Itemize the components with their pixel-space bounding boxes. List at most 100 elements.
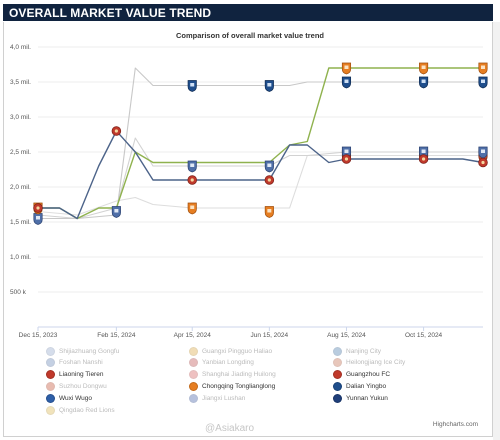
legend-item[interactable]: Wuxi Wugo <box>46 392 92 404</box>
legend-label: Heilongjiang Ice City <box>346 359 406 367</box>
legend-item[interactable]: Dalian Yingbo <box>333 380 386 392</box>
y-tick-label: 3,5 mil. <box>10 79 31 86</box>
y-tick-label: 4,0 mil. <box>10 44 31 51</box>
club-badge-marker[interactable] <box>187 80 197 92</box>
club-badge-marker[interactable] <box>111 126 122 136</box>
club-badge-marker[interactable] <box>419 76 429 89</box>
legend-label: Guangzhou FC <box>346 371 391 379</box>
legend-label: Foshan Nanshi <box>59 359 103 367</box>
header: OVERALL MARKET VALUE TREND <box>0 0 500 22</box>
watermark: @Asiakaro <box>205 423 255 434</box>
legend-item[interactable]: Guangzhou FC <box>333 369 390 381</box>
club-crest-icon <box>333 393 342 403</box>
chart-title: Comparison of overall market value trend <box>176 31 324 40</box>
club-crest-icon <box>46 393 55 403</box>
club-badge-marker[interactable] <box>264 80 274 92</box>
club-badge-marker[interactable] <box>33 203 43 213</box>
club-badge-marker[interactable] <box>341 154 352 164</box>
y-tick-label: 1,0 mil. <box>10 254 31 261</box>
y-tick-label: 1,5 mil. <box>10 219 31 226</box>
club-badge-marker[interactable] <box>341 62 352 75</box>
legend-item[interactable]: Chongqing Tonglianglong <box>189 380 275 392</box>
club-badge-marker[interactable] <box>478 62 488 75</box>
club-crest-icon <box>189 370 198 380</box>
club-badge-marker[interactable] <box>419 62 429 75</box>
club-crest-icon <box>46 405 55 415</box>
y-tick-label: 3,0 mil. <box>10 114 31 121</box>
legend-item[interactable]: Nanjing City <box>333 345 381 357</box>
club-badge-marker[interactable] <box>187 202 197 215</box>
club-crest-icon <box>46 346 55 356</box>
legend-label: Nanjing City <box>346 347 382 355</box>
legend-item[interactable]: Liaoning Tieren <box>46 369 103 381</box>
grid-lines <box>38 46 483 328</box>
highcharts-credit[interactable]: Highcharts.com <box>432 421 478 428</box>
legend-item[interactable]: Yunnan Yukun <box>333 392 388 404</box>
club-badge-marker[interactable] <box>264 160 274 173</box>
legend-label: Dalian Yingbo <box>346 382 387 390</box>
series-line[interactable] <box>38 130 484 220</box>
club-badge-marker[interactable] <box>478 76 488 89</box>
club-badge-marker[interactable] <box>418 154 429 164</box>
series-line[interactable] <box>38 67 483 220</box>
x-tick-label: Apr 15, 2024 <box>174 332 212 339</box>
club-crest-icon <box>189 393 198 403</box>
legend-item[interactable]: Foshan Nanshi <box>46 357 103 369</box>
x-tick-label: Dec 15, 2023 <box>19 332 58 339</box>
club-badge-marker[interactable] <box>478 157 488 168</box>
club-crest-icon <box>46 358 55 368</box>
club-crest-icon <box>333 358 342 368</box>
club-crest-icon <box>46 381 55 391</box>
chart-panel <box>3 22 493 437</box>
club-crest-icon <box>333 370 342 380</box>
legend-item[interactable]: Guangxi Pingguo Haliao <box>189 345 272 357</box>
club-crest-icon <box>189 346 198 356</box>
scrollbar[interactable] <box>493 22 500 440</box>
legend-label: Yanbian Longding <box>202 359 254 367</box>
y-axis-labels: 500 k 1,0 mil. 1,5 mil. 2,0 mil. 2,5 mil. 3,0… <box>10 44 31 296</box>
y-tick-label: 2,0 mil. <box>10 184 31 191</box>
legend-item[interactable]: Yanbian Longding <box>189 357 254 369</box>
series-lines <box>37 67 484 220</box>
x-axis-labels: Dec 15, 2023 Feb 15, 2024 Apr 15, 2024 Jun … <box>19 327 443 339</box>
legend-item[interactable]: Shijiazhuang Gongfu <box>46 345 119 357</box>
legend-item[interactable]: Heilongjiang Ice City <box>333 357 405 369</box>
legend-label: Liaoning Tieren <box>59 371 104 379</box>
legend-item[interactable]: Qingdao Red Lions <box>46 404 115 416</box>
series-line[interactable] <box>37 137 483 220</box>
club-crest-icon <box>189 381 198 391</box>
legend-label: Guangxi Pingguo Haliao <box>202 347 273 355</box>
legend-label: Yunnan Yukun <box>346 394 388 402</box>
club-badge-marker[interactable] <box>264 206 274 218</box>
legend-item[interactable]: Shanghai Jiading Huilong <box>189 369 276 381</box>
x-tick-label: Feb 15, 2024 <box>97 332 136 339</box>
x-tick-label: Aug 15, 2024 <box>327 332 366 339</box>
club-badge-marker[interactable] <box>264 175 275 185</box>
series-line[interactable] <box>38 67 483 220</box>
legend-label: Chongqing Tonglianglong <box>202 382 276 390</box>
club-badge-marker[interactable] <box>33 213 43 225</box>
legend-label: Shijiazhuang Gongfu <box>59 347 120 355</box>
club-badge-marker[interactable] <box>111 206 121 218</box>
legend-item[interactable]: Suzhou Dongwu <box>46 380 107 392</box>
club-crest-icon <box>333 381 342 391</box>
club-badge-marker[interactable] <box>478 146 488 159</box>
legend-label: Jiangxi Lushan <box>202 394 246 402</box>
legend: Shijiazhuang Gongfu Guangxi Pingguo Halia… <box>41 345 446 425</box>
y-tick-label: 500 k <box>10 289 27 296</box>
page-title: OVERALL MARKET VALUE TREND <box>9 6 212 20</box>
x-tick-label: Oct 15, 2024 <box>405 332 443 339</box>
club-badge-marker[interactable] <box>187 160 197 173</box>
club-crest-icon <box>189 358 198 368</box>
club-badge-marker[interactable] <box>187 175 197 185</box>
series-line[interactable] <box>37 154 483 216</box>
club-crest-icon <box>46 370 55 380</box>
legend-label: Suzhou Dongwu <box>59 382 107 390</box>
series-markers <box>33 62 488 225</box>
y-tick-label: 2,5 mil. <box>10 149 31 156</box>
x-tick-label: Jun 15, 2024 <box>251 332 289 339</box>
club-badge-marker[interactable] <box>341 76 352 89</box>
legend-item[interactable]: Jiangxi Lushan <box>189 392 245 404</box>
legend-label: Shanghai Jiading Huilong <box>202 371 276 379</box>
